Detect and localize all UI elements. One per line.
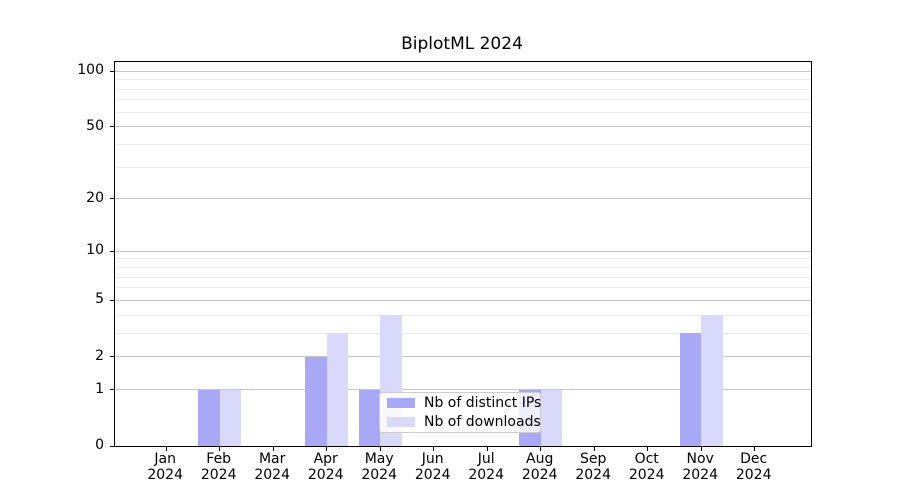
- y-tick-label: 50: [86, 117, 104, 134]
- x-tick-label: Dec 2024: [735, 451, 772, 483]
- y-tick-mark: [110, 389, 114, 391]
- legend-swatch-downloads: [387, 417, 415, 427]
- x-tick-mark: [540, 447, 542, 451]
- x-tick-label: Apr 2024: [307, 451, 344, 483]
- x-tick-mark: [326, 447, 328, 451]
- bar-distinct-ips-Feb: [198, 389, 220, 446]
- x-tick-mark: [486, 447, 488, 451]
- y-tick-label: 5: [95, 291, 104, 308]
- y-tick-label: 1: [95, 380, 104, 397]
- legend-label-downloads: Nb of downloads: [424, 414, 541, 430]
- y-tick-mark: [110, 356, 114, 358]
- bar-downloads-Aug: [540, 389, 563, 446]
- gridline-minor: [115, 267, 811, 269]
- x-tick-label: Jan 2024: [147, 451, 183, 483]
- x-tick-mark: [219, 447, 221, 451]
- gridline-major: [115, 198, 811, 200]
- gridline-minor: [115, 143, 811, 145]
- x-tick-label: May 2024: [361, 451, 397, 483]
- y-tick-label: 10: [86, 242, 104, 259]
- x-tick-mark: [433, 447, 435, 451]
- legend-swatch-distinct-ips: [387, 398, 415, 408]
- x-tick-mark: [379, 447, 381, 451]
- bar-distinct-ips-Nov: [679, 333, 702, 446]
- gridline-major: [115, 356, 811, 358]
- y-tick-label: 20: [86, 189, 104, 206]
- plot-area: Nb of distinct IPs Nb of downloads: [110, 61, 812, 451]
- y-tick-mark: [110, 198, 114, 200]
- y-tick-mark: [110, 250, 114, 252]
- x-tick-mark: [700, 447, 702, 451]
- x-tick-label: Sep 2024: [575, 451, 611, 483]
- y-tick-mark: [110, 126, 114, 128]
- legend-item-downloads: Nb of downloads: [387, 414, 541, 430]
- gridline-minor: [115, 314, 811, 316]
- x-tick-label: Oct 2024: [628, 451, 665, 483]
- x-tick-mark: [754, 447, 756, 451]
- x-tick-label: Jun 2024: [414, 451, 451, 483]
- gridline-minor: [115, 99, 811, 101]
- x-tick-mark: [593, 447, 595, 451]
- gridline-major: [115, 250, 811, 252]
- legend: Nb of distinct IPs Nb of downloads: [379, 392, 541, 433]
- bar-downloads-Feb: [219, 389, 242, 446]
- gridline-major: [115, 299, 811, 301]
- y-tick-mark: [110, 299, 114, 301]
- chart-title: BiplotML 2024: [401, 34, 523, 54]
- y-tick-label: 2: [95, 347, 104, 364]
- bar-downloads-Apr: [326, 333, 349, 446]
- y-tick-label: 0: [95, 437, 104, 453]
- x-tick-label: Feb 2024: [200, 451, 237, 483]
- gridline-minor: [115, 258, 811, 260]
- gridline-minor: [115, 111, 811, 113]
- gridline-minor: [115, 166, 811, 168]
- gridline-major: [115, 70, 811, 72]
- bar-downloads-Nov: [701, 315, 723, 446]
- x-tick-label: Nov 2024: [682, 451, 718, 483]
- x-tick-mark: [272, 447, 274, 451]
- gridline-minor: [115, 88, 811, 90]
- legend-label-distinct-ips: Nb of distinct IPs: [424, 395, 542, 411]
- gridline-major: [115, 126, 811, 128]
- y-tick-mark: [110, 70, 114, 72]
- gridline-minor: [115, 79, 811, 81]
- gridline-minor: [115, 287, 811, 289]
- bar-distinct-ips-May: [358, 389, 381, 446]
- bar-distinct-ips-Apr: [305, 356, 327, 446]
- gridline-minor: [115, 332, 811, 334]
- legend-item-distinct-ips: Nb of distinct IPs: [387, 395, 541, 411]
- x-tick-mark: [647, 447, 649, 451]
- x-tick-label: Mar 2024: [254, 451, 290, 483]
- y-tick-label: 100: [77, 62, 104, 79]
- gridline-minor: [115, 276, 811, 278]
- gridline-major: [115, 389, 811, 391]
- x-tick-mark: [165, 447, 167, 451]
- x-tick-label: Aug 2024: [521, 451, 558, 483]
- x-tick-label: Jul 2024: [468, 451, 504, 483]
- y-tick-mark: [110, 445, 114, 447]
